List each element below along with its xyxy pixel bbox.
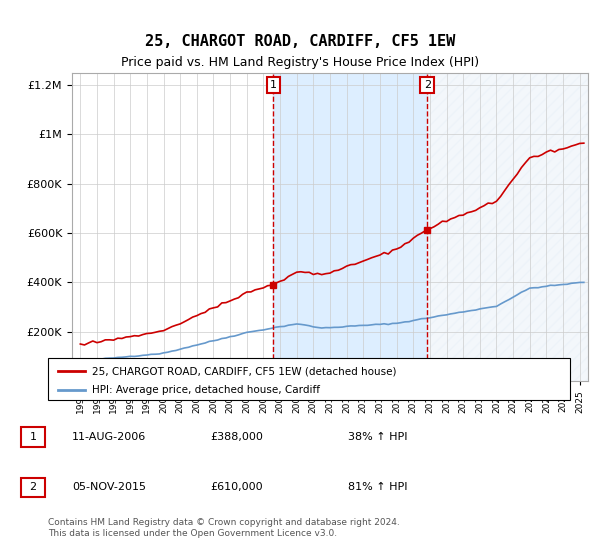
- FancyBboxPatch shape: [48, 358, 570, 400]
- Text: 38% ↑ HPI: 38% ↑ HPI: [348, 432, 407, 442]
- Text: 1: 1: [270, 80, 277, 90]
- Text: £388,000: £388,000: [210, 432, 263, 442]
- Text: 2: 2: [424, 80, 431, 90]
- Text: Contains HM Land Registry data © Crown copyright and database right 2024.
This d: Contains HM Land Registry data © Crown c…: [48, 518, 400, 538]
- Text: 05-NOV-2015: 05-NOV-2015: [72, 483, 146, 492]
- Text: 1: 1: [29, 432, 37, 442]
- Text: 25, CHARGOT ROAD, CARDIFF, CF5 1EW (detached house): 25, CHARGOT ROAD, CARDIFF, CF5 1EW (deta…: [92, 366, 397, 376]
- Text: 81% ↑ HPI: 81% ↑ HPI: [348, 483, 407, 492]
- Bar: [427, 73, 588, 381]
- Text: Price paid vs. HM Land Registry's House Price Index (HPI): Price paid vs. HM Land Registry's House …: [121, 56, 479, 69]
- Text: 25, CHARGOT ROAD, CARDIFF, CF5 1EW: 25, CHARGOT ROAD, CARDIFF, CF5 1EW: [145, 34, 455, 49]
- Bar: [274, 73, 427, 381]
- Text: 11-AUG-2006: 11-AUG-2006: [72, 432, 146, 442]
- Text: HPI: Average price, detached house, Cardiff: HPI: Average price, detached house, Card…: [92, 385, 320, 395]
- Text: £610,000: £610,000: [210, 483, 263, 492]
- Text: 2: 2: [29, 483, 37, 492]
